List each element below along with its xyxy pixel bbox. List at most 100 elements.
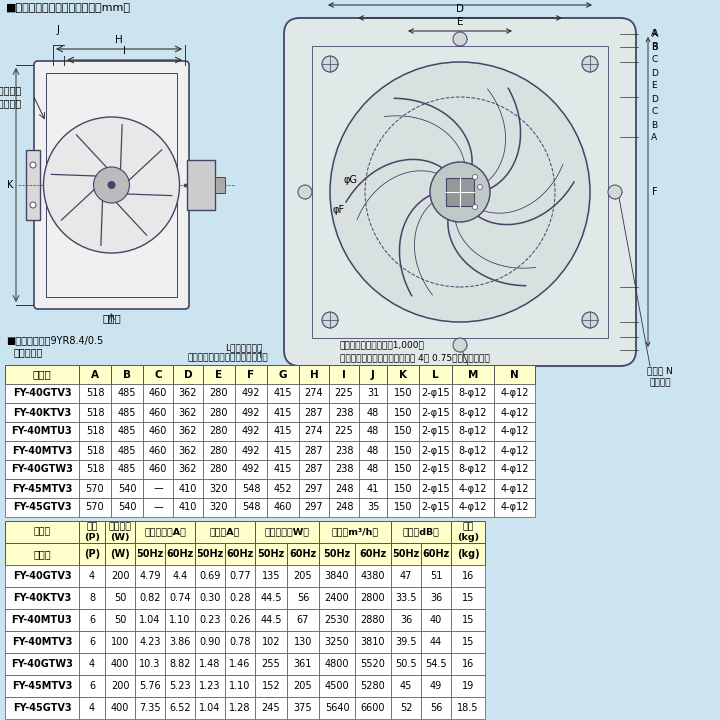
Text: 5640: 5640 (325, 703, 349, 713)
Text: 1.04: 1.04 (139, 615, 161, 625)
Text: 150: 150 (394, 446, 413, 456)
Text: ■外形寸法図・寸法表（単位：mm）: ■外形寸法図・寸法表（単位：mm） (6, 3, 131, 13)
Bar (299, 441, 329, 460)
Text: 2-φ15: 2-φ15 (421, 464, 450, 474)
Circle shape (43, 117, 179, 253)
Text: 5.23: 5.23 (169, 681, 191, 691)
Circle shape (322, 312, 338, 328)
Bar (329, 384, 359, 403)
Text: 570: 570 (86, 484, 104, 493)
Text: 4: 4 (89, 703, 95, 713)
Bar (165, 543, 195, 565)
Bar (299, 365, 329, 384)
Text: 極数
(P): 極数 (P) (84, 522, 100, 541)
Bar (165, 609, 195, 631)
Text: 2-φ15: 2-φ15 (421, 426, 450, 436)
Text: 2800: 2800 (361, 593, 385, 603)
Bar (135, 697, 165, 719)
Bar (421, 697, 451, 719)
Bar (452, 441, 494, 460)
Bar (5, 365, 79, 384)
Bar (203, 441, 235, 460)
Text: FY-40KTV3: FY-40KTV3 (13, 593, 71, 603)
Text: B: B (652, 42, 659, 52)
Text: 150: 150 (394, 408, 413, 418)
Bar (255, 587, 287, 609)
Text: D: D (651, 94, 658, 104)
Bar (105, 587, 135, 609)
Text: 16: 16 (462, 659, 474, 669)
Bar (419, 479, 452, 498)
Text: 電気式シャッター配線用（左右）: 電気式シャッター配線用（左右） (188, 353, 269, 362)
Bar (387, 365, 419, 384)
Text: 36: 36 (430, 593, 442, 603)
Bar (451, 609, 485, 631)
Text: 248: 248 (335, 484, 354, 493)
Text: FY-40KTV3: FY-40KTV3 (13, 408, 71, 418)
Text: 39.5: 39.5 (395, 637, 417, 647)
Text: 0.69: 0.69 (199, 571, 221, 581)
Text: 起動電流（A）: 起動電流（A） (144, 528, 186, 536)
Bar (5, 384, 79, 403)
Bar (419, 460, 452, 479)
Bar (359, 460, 387, 479)
Text: 362: 362 (179, 426, 197, 436)
Text: B: B (651, 120, 657, 130)
Text: 150: 150 (394, 426, 413, 436)
Text: 415: 415 (274, 426, 292, 436)
Text: (P): (P) (84, 549, 100, 559)
Bar (421, 609, 451, 631)
Bar (319, 587, 355, 609)
Text: L（半抜き穴）: L（半抜き穴） (225, 343, 262, 352)
Text: 460: 460 (149, 426, 167, 436)
Text: 548: 548 (242, 484, 260, 493)
Text: 410: 410 (179, 484, 197, 493)
Bar (421, 653, 451, 675)
Bar (494, 422, 535, 441)
Bar (451, 697, 485, 719)
Bar (387, 498, 419, 517)
Bar (235, 365, 267, 384)
Text: 54.5: 54.5 (426, 659, 447, 669)
Bar (235, 498, 267, 517)
Text: 0.30: 0.30 (199, 593, 221, 603)
Text: 0.23: 0.23 (199, 615, 221, 625)
Bar (5, 609, 79, 631)
Bar (225, 587, 255, 609)
Bar (235, 460, 267, 479)
Text: 48: 48 (367, 464, 379, 474)
Bar (105, 631, 135, 653)
Bar (203, 479, 235, 498)
Bar (355, 697, 391, 719)
Text: B: B (651, 42, 657, 52)
Text: 485: 485 (118, 389, 136, 398)
Text: 4.79: 4.79 (139, 571, 161, 581)
Text: FY-45MTV3: FY-45MTV3 (12, 484, 72, 493)
Bar (319, 521, 391, 543)
Text: 1.23: 1.23 (199, 681, 221, 691)
Text: 15: 15 (462, 637, 474, 647)
Bar (173, 479, 203, 498)
Bar (235, 403, 267, 422)
Bar (255, 675, 287, 697)
Text: （近似値）: （近似値） (14, 347, 43, 357)
Bar (494, 498, 535, 517)
Bar (173, 365, 203, 384)
Text: 3250: 3250 (325, 637, 349, 647)
Text: 44.5: 44.5 (260, 615, 282, 625)
Bar (359, 422, 387, 441)
Bar (452, 422, 494, 441)
Text: 4: 4 (89, 571, 95, 581)
Circle shape (322, 56, 338, 72)
Text: 1.04: 1.04 (199, 703, 221, 713)
Text: 238: 238 (335, 408, 354, 418)
Text: I: I (123, 46, 126, 56)
Bar (451, 587, 485, 609)
Bar (419, 384, 452, 403)
Bar (359, 441, 387, 460)
Text: 320: 320 (210, 484, 228, 493)
Text: D: D (456, 4, 464, 14)
Text: 518: 518 (86, 464, 104, 474)
Text: 4-φ12: 4-φ12 (500, 503, 528, 513)
Bar (143, 403, 173, 422)
